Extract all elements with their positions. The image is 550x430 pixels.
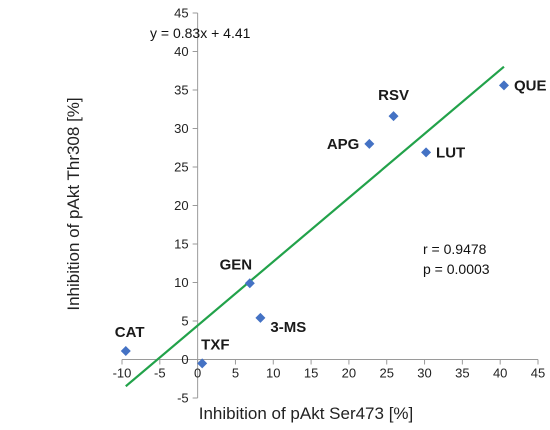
data-point-3-ms [255,312,266,323]
data-point-label: CAT [115,324,145,341]
x-tick-label: 20 [342,366,356,381]
y-tick-label: -5 [177,391,189,406]
data-point-txf [197,358,208,369]
y-tick-label: 25 [174,160,188,175]
data-point-que [498,80,509,91]
data-point-label: RSV [378,87,409,104]
data-point-label: LUT [436,144,465,161]
data-point-cat [120,346,131,357]
x-axis-label: Inhibition of pAkt Ser473 [%] [199,404,414,423]
data-point-rsv [388,111,399,122]
data-point-gen [244,278,255,289]
x-tick-label: -5 [154,366,166,381]
y-tick-label: 5 [181,314,188,329]
x-tick-label: 40 [493,366,507,381]
data-point-label: 3-MS [270,319,306,336]
data-point-lut [421,147,432,158]
trendline-equation: y = 0.83x + 4.41 [150,25,251,41]
x-tick-label: -10 [113,366,132,381]
correlation-r: r = 0.9478 [423,241,487,257]
x-tick-label: 10 [266,366,280,381]
x-tick-label: 0 [194,366,201,381]
data-point-label: QUE [514,77,547,94]
y-tick-label: 35 [174,83,188,98]
y-tick-label: 0 [181,352,188,367]
x-tick-label: 35 [455,366,469,381]
data-point-label: APG [327,136,360,153]
y-tick-label: 15 [174,237,188,252]
data-point-label: GEN [220,256,253,273]
trendline [125,65,505,388]
data-point-label: TXF [201,336,229,353]
axes [121,12,539,399]
x-tick-label: 5 [232,366,239,381]
x-tick-label: 45 [531,366,545,381]
y-axis-label: Inhibition of pAkt Thr308 [%] [64,97,83,310]
data-point-apg [364,138,375,149]
p-value: p = 0.0003 [423,261,490,277]
y-tick-label: 20 [174,198,188,213]
y-tick-label: 45 [174,6,188,21]
data-points: CAT TXF 3-MS GEN APG RSV LUT QUE [115,77,547,369]
tick-labels: -10 -5 0 5 10 15 20 25 30 35 40 45 -5 0 5 10 15 20 25 30 35 4… [113,6,546,406]
x-tick-label: 25 [379,366,393,381]
x-tick-label: 30 [417,366,431,381]
x-tick-label: 15 [304,366,318,381]
y-tick-label: 40 [174,44,188,59]
y-tick-label: 10 [174,275,188,290]
trendline-group [125,65,505,388]
y-tick-label: 30 [174,121,188,136]
